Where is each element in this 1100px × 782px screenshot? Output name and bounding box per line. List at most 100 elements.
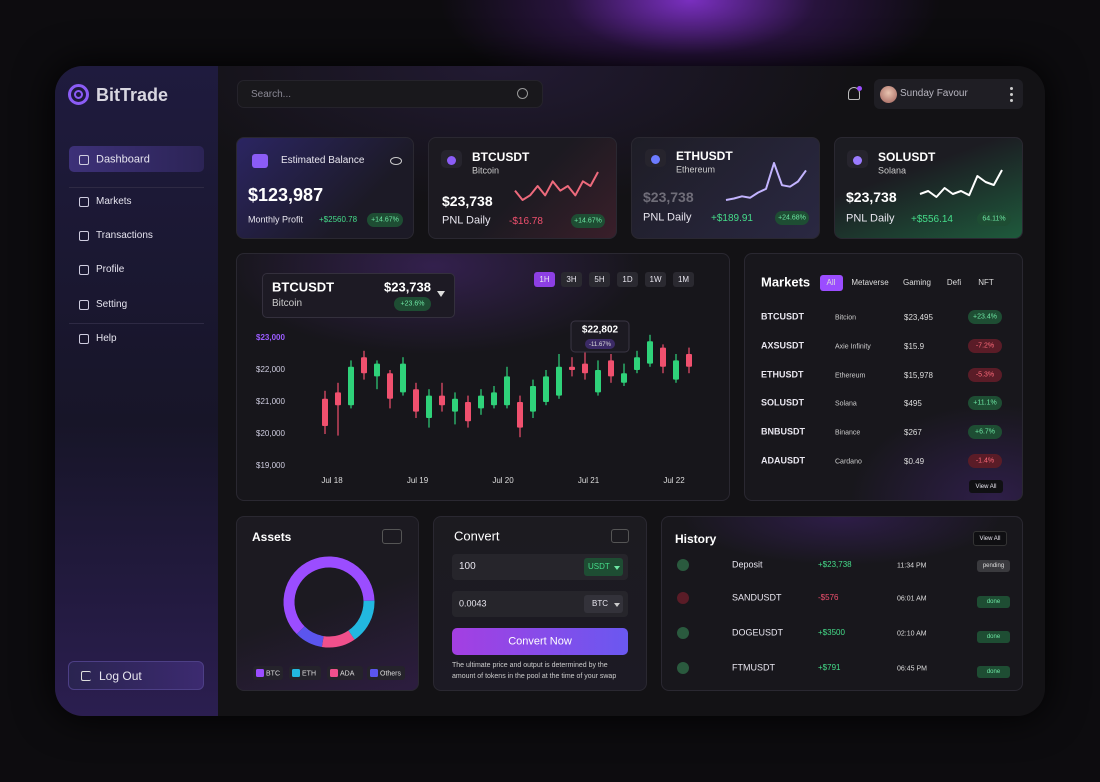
- history-icon: [677, 662, 689, 674]
- nav-divider: [69, 323, 204, 324]
- eye-icon: [390, 157, 402, 165]
- market-price: $0.49: [904, 457, 925, 466]
- nav-icon: [79, 155, 89, 165]
- history-icon: [677, 592, 689, 604]
- history-icon: [677, 627, 689, 639]
- user-box[interactable]: [874, 79, 1023, 109]
- history-icon: [677, 559, 689, 571]
- range-button[interactable]: [561, 272, 582, 287]
- nav-item[interactable]: Help: [96, 333, 117, 344]
- range-button[interactable]: [673, 272, 694, 287]
- history-name: SANDUSDT: [732, 592, 782, 603]
- coin-mark: [447, 156, 456, 165]
- tab-active[interactable]: [820, 275, 843, 291]
- logout-icon: [81, 671, 91, 681]
- view-all: View All: [979, 535, 1001, 542]
- badge: [775, 211, 809, 225]
- market-name: Axie Infinity: [835, 343, 871, 351]
- sidebar: [55, 66, 218, 716]
- search-placeholder: Search...: [251, 89, 292, 100]
- badge-text: +23.6%: [400, 300, 425, 308]
- ticker-name: Ethereum: [676, 164, 716, 175]
- bell-icon[interactable]: [848, 87, 860, 100]
- logout-label: Log Out: [99, 669, 142, 683]
- status: done: [986, 669, 1001, 675]
- more-button[interactable]: [611, 529, 629, 543]
- history-name: FTMUSDT: [732, 662, 775, 673]
- nav-icon: [79, 265, 89, 275]
- range-button[interactable]: [617, 272, 638, 287]
- market-symbol: BNBUSDT: [761, 426, 805, 437]
- currency-select[interactable]: [584, 558, 623, 576]
- badge-text: -5.3%: [975, 371, 995, 379]
- menu-dot: [1010, 98, 1013, 102]
- market-price: $495: [904, 399, 922, 408]
- nav-divider: [69, 187, 204, 188]
- ticker-pnl: +$556.14: [911, 214, 953, 225]
- badge-text: -7.2%: [975, 342, 995, 350]
- badge-text: +6.7%: [974, 428, 996, 436]
- menu-dot: [1010, 92, 1013, 96]
- history-time: 06:45 PM: [897, 665, 927, 673]
- range-button[interactable]: [589, 272, 610, 287]
- amount-from: 100: [459, 561, 476, 572]
- ticker-price: $23,738: [846, 189, 897, 205]
- search-box[interactable]: [237, 80, 543, 108]
- history-amount: +$791: [818, 663, 841, 672]
- history-time: 11:34 PM: [897, 562, 927, 570]
- range-label: 1D: [622, 274, 633, 284]
- market-price: $267: [904, 428, 922, 437]
- currency-to: BTC: [592, 599, 608, 608]
- nav-item[interactable]: Markets: [96, 196, 132, 207]
- market-tab[interactable]: Defi: [946, 278, 962, 287]
- ticker-symbol: SOLUSDT: [878, 150, 936, 164]
- more-button[interactable]: [382, 529, 402, 544]
- select-arrow: [614, 566, 620, 570]
- nav-active: [69, 146, 204, 172]
- market-symbol: BTCUSDT: [761, 311, 804, 322]
- ticker-name: Bitcoin: [472, 165, 500, 176]
- convert-label: Convert Now: [508, 635, 572, 647]
- badge-text: +14.67%: [371, 216, 399, 224]
- coin-mark: [853, 156, 862, 165]
- badge: [968, 425, 1002, 439]
- view-all-button[interactable]: [973, 531, 1007, 546]
- currency-select[interactable]: [584, 595, 623, 613]
- history-name: Deposit: [732, 559, 763, 570]
- range-button[interactable]: [534, 272, 555, 287]
- market-tab[interactable]: All: [826, 278, 836, 287]
- market-tab[interactable]: Gaming: [902, 278, 932, 287]
- menu-dot: [1010, 86, 1013, 90]
- avatar: [880, 86, 897, 103]
- market-name: Cardano: [835, 458, 862, 466]
- status: pending: [982, 563, 1005, 569]
- status: done: [986, 599, 1001, 605]
- nav-icon: [79, 334, 89, 344]
- badge: [968, 339, 1002, 353]
- balance-profit: +$2560.78: [319, 215, 358, 224]
- convert-button[interactable]: [452, 628, 628, 655]
- status: done: [986, 634, 1001, 640]
- nav-item[interactable]: Profile: [96, 264, 125, 275]
- logo-dot: [74, 90, 83, 99]
- history-amount: -$576: [818, 593, 839, 602]
- chart-symbol: BTCUSDT: [272, 279, 335, 295]
- nav-item[interactable]: Dashboard: [96, 153, 150, 166]
- nav-item[interactable]: Setting: [96, 299, 128, 310]
- balance-title: Estimated Balance: [281, 155, 365, 166]
- ticker-name: Solana: [878, 165, 907, 176]
- ticker-price: $23,738: [442, 193, 493, 209]
- badge-text: 64.11%: [982, 215, 1006, 223]
- market-tab[interactable]: Metaverse: [851, 278, 889, 287]
- convert-note: The ultimate price and output is determi…: [452, 662, 617, 680]
- logout-button[interactable]: [68, 661, 204, 690]
- range-button[interactable]: [645, 272, 666, 287]
- nav-item[interactable]: Transactions: [96, 230, 153, 241]
- market-tab[interactable]: NFT: [978, 278, 994, 287]
- ticker-pnl: +$189.91: [711, 213, 753, 224]
- market-price: $15.9: [904, 342, 925, 351]
- view-all-button[interactable]: [969, 480, 1003, 493]
- search-icon: [517, 88, 528, 99]
- nav-icon: [79, 197, 89, 207]
- ticker-price: $23,738: [643, 189, 694, 205]
